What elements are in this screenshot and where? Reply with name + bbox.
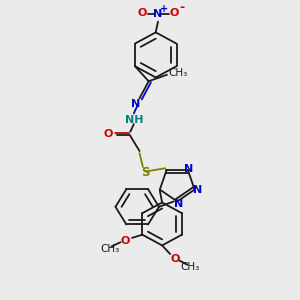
Text: S: S (141, 166, 149, 179)
Text: -: - (179, 1, 184, 14)
Text: N: N (153, 9, 163, 19)
Text: O: O (104, 129, 113, 139)
Text: O: O (137, 8, 147, 18)
Text: N: N (174, 199, 183, 208)
Text: O: O (121, 236, 130, 246)
Text: N: N (131, 99, 141, 109)
Text: N: N (184, 164, 194, 174)
Text: N: N (194, 184, 203, 195)
Text: +: + (160, 4, 168, 14)
Text: CH₃: CH₃ (180, 262, 199, 272)
Text: CH₃: CH₃ (169, 68, 188, 78)
Text: NH: NH (124, 115, 143, 125)
Text: O: O (170, 254, 179, 264)
Text: O: O (169, 8, 179, 18)
Text: CH₃: CH₃ (101, 244, 120, 254)
